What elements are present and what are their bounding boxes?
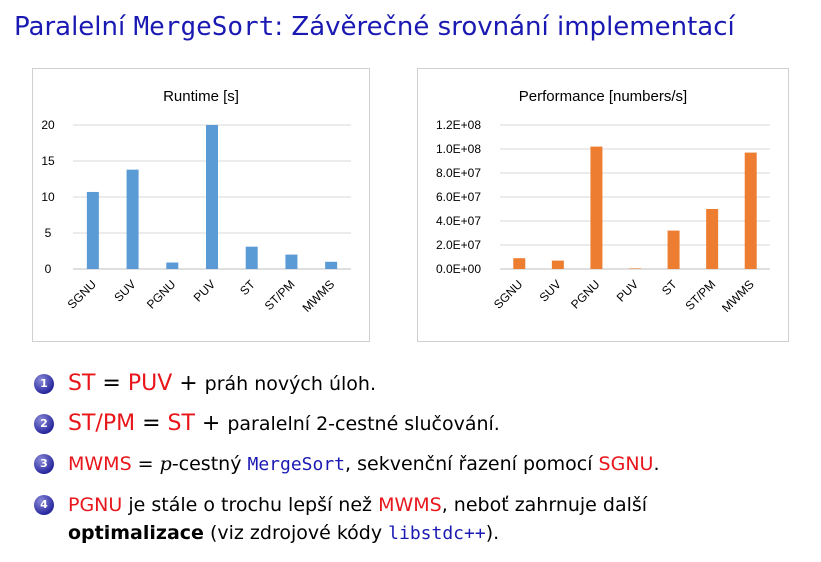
x-tick-label: SUV [111, 277, 138, 304]
title-post: : Závěrečné srovnání implementací [274, 12, 735, 42]
term-b: ST [167, 411, 195, 436]
slide-title: Paralelní MergeSort: Závěrečné srovnání … [14, 12, 735, 42]
plus-sign: + [172, 371, 205, 396]
x-tick-label: PGNU [568, 277, 602, 311]
y-tick-label: 1.2E+08 [436, 118, 481, 132]
y-tick-label: 10 [41, 190, 55, 204]
bar [551, 260, 564, 269]
bar [667, 230, 680, 269]
bold-term: optimalizace [68, 522, 204, 544]
list-item: 1 ST = PUV + práh nových úloh. [34, 370, 660, 398]
chart-title: Performance [numbers/s] [519, 88, 687, 105]
term-a: ST/PM [68, 411, 136, 436]
item-text: (viz zdrojové kódy [203, 522, 389, 544]
bar [744, 152, 757, 269]
term-c: SGNU [598, 453, 654, 475]
y-tick-label: 5 [45, 226, 52, 240]
x-tick-label: SGNU [491, 277, 525, 311]
bar [513, 258, 526, 269]
x-tick-label: SGNU [65, 277, 99, 311]
equals-sign: = [135, 411, 168, 436]
y-tick-label: 20 [41, 118, 55, 132]
y-tick-label: 0.0E+00 [436, 262, 481, 276]
list-item: 2 ST/PM = ST + paralelní 2-cestné slučov… [34, 410, 660, 438]
item-text: -cestný [171, 453, 248, 475]
plus-sign: + [194, 411, 228, 436]
bar [629, 268, 641, 269]
bullet-number: 2 [34, 414, 54, 434]
runtime-chart: Runtime [s] 0 5 10 15 20 SGNU SUV PGNU PUV ST ST/PM… [32, 68, 370, 342]
x-tick-label: MWMS [719, 277, 757, 315]
bar [706, 209, 719, 269]
y-tick-label: 4.0E+07 [436, 214, 481, 228]
x-tick-label: PGNU [144, 277, 178, 311]
x-tick-label: SUV [537, 277, 564, 304]
bullet-number: 3 [34, 454, 54, 474]
term-a: MWMS [68, 453, 132, 475]
chart-title: Runtime [s] [163, 88, 239, 105]
term-a: PGNU [68, 494, 123, 516]
x-tick-label: ST [237, 277, 258, 298]
x-tick-label: MWMS [300, 277, 338, 315]
performance-chart: Performance [numbers/s] 0.0E+00 2.0E+07 4.0… [417, 68, 789, 342]
x-tick-label: ST/PM [262, 277, 298, 313]
item-text: práh nových úloh. [204, 373, 376, 395]
item-text: ). [485, 522, 500, 544]
bar [126, 169, 139, 269]
x-tick-label: ST [659, 277, 680, 298]
y-tick-label: 8.0E+07 [436, 166, 481, 180]
bar [590, 146, 603, 269]
bar [245, 246, 258, 269]
y-tick-label: 2.0E+07 [436, 238, 481, 252]
equals-sign: = [95, 371, 128, 396]
performance-chart-svg: Performance [numbers/s] 0.0E+00 2.0E+07 4.0… [436, 88, 770, 315]
title-pre: Paralelní [14, 12, 134, 42]
code-libstdcpp: libstdc++ [388, 523, 486, 544]
bar [166, 262, 179, 269]
y-tick-label: 0 [45, 262, 52, 276]
x-tick-label: ST/PM [682, 277, 718, 313]
x-tick-label: PUV [614, 277, 641, 304]
term-b: PUV [127, 371, 173, 396]
math-p: p [159, 453, 172, 475]
bar [325, 261, 338, 269]
y-tick-label: 6.0E+07 [436, 190, 481, 204]
runtime-chart-svg: Runtime [s] 0 5 10 15 20 SGNU SUV PGNU PUV ST ST/PM… [41, 88, 351, 315]
title-code: MergeSort [133, 12, 275, 42]
list-item: 4 PGNU je stále o trochu lepší než MWMS,… [34, 491, 660, 548]
term-a: ST [68, 371, 96, 396]
item-text: paralelní 2-cestné slučování. [227, 413, 500, 435]
bullet-number: 1 [34, 374, 54, 394]
y-tick-label: 15 [41, 154, 55, 168]
x-tick-label: PUV [191, 277, 218, 304]
bullet-number: 4 [34, 495, 54, 515]
item-text: je stále o trochu lepší než [122, 494, 379, 516]
bullet-list: 1 ST = PUV + práh nových úloh. 2 ST/PM =… [34, 370, 660, 548]
item-text: , sekvenční řazení pomocí [345, 453, 599, 475]
bar [86, 191, 99, 269]
list-item: 3 MWMS = p-cestný MergeSort, sekvenční ř… [34, 450, 660, 479]
term-c: MWMS [378, 494, 442, 516]
equals-sign: = [131, 453, 160, 475]
item-text: , neboť zahrnuje další [441, 494, 648, 516]
bar [206, 125, 218, 269]
code-mergesort: MergeSort [247, 454, 346, 475]
y-tick-label: 1.0E+08 [436, 142, 481, 156]
bar [285, 254, 298, 269]
item-text: . [653, 453, 660, 475]
